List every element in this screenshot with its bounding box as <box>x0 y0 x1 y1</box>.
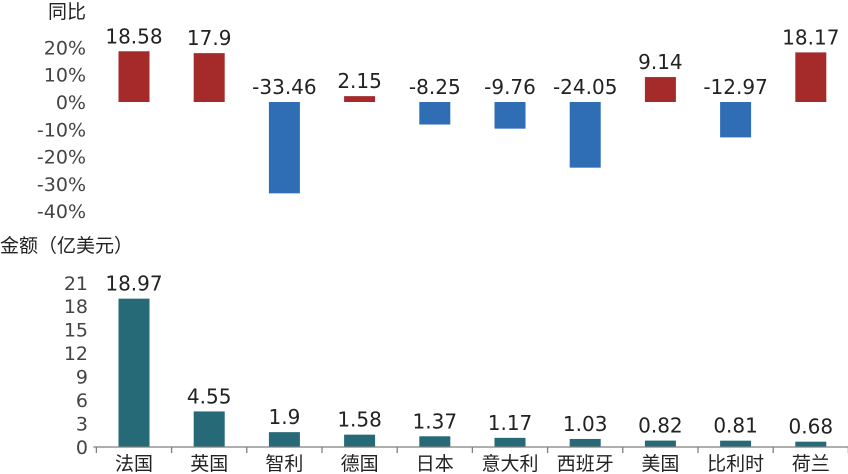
amount-bar <box>193 411 225 447</box>
yoy-bar <box>494 102 526 129</box>
category-label: 智利 <box>265 453 303 474</box>
yoy-data-label: -8.25 <box>409 75 461 99</box>
amount-y-tick-label: 15 <box>64 320 88 342</box>
category-label: 意大利 <box>481 453 538 474</box>
amount-data-label: 1.37 <box>413 409 458 433</box>
yoy-y-tick-label: -40% <box>37 201 86 223</box>
amount-data-label: 1.9 <box>268 405 300 429</box>
category-label: 日本 <box>416 453 454 474</box>
yoy-data-label: 18.17 <box>782 25 839 49</box>
yoy-bar <box>118 51 150 102</box>
yoy-y-ticks: 20% 10% 0% -10% -20% -30% -40% <box>37 37 86 223</box>
yoy-chart: 同比 20% 10% 0% -10% -20% -30% -40% 18.58 17.9 -33… <box>37 1 840 223</box>
category-label: 法国 <box>115 453 153 474</box>
yoy-data-label: 18.58 <box>105 24 162 48</box>
yoy-bar <box>193 53 225 102</box>
category-label: 美国 <box>641 453 679 474</box>
yoy-y-tick-label: 20% <box>44 37 86 59</box>
amount-data-label: 4.55 <box>187 384 232 408</box>
amount-category-labels: 法国 英国 智利 德国 日本 意大利 西班牙 美国 比利时 荷兰 <box>115 453 830 474</box>
yoy-bar <box>569 102 601 168</box>
yoy-y-tick-label: 0% <box>56 92 86 114</box>
amount-axis-label: 金额（亿美元） <box>0 235 133 257</box>
yoy-bar <box>644 77 676 102</box>
yoy-y-tick-label: 10% <box>44 65 86 87</box>
amount-y-tick-label: 9 <box>76 367 88 389</box>
amount-y-tick-label: 21 <box>64 273 88 295</box>
amount-bar <box>569 438 601 447</box>
yoy-bar <box>419 102 451 125</box>
yoy-y-tick-label: -10% <box>37 119 86 141</box>
amount-x-axis <box>93 446 848 453</box>
yoy-y-tick-label: -20% <box>37 147 86 169</box>
yoy-bar <box>268 102 300 194</box>
amount-data-label: 1.58 <box>337 408 382 432</box>
yoy-data-label: 2.15 <box>337 69 382 93</box>
amount-data-label: 0.81 <box>713 414 758 438</box>
amount-bar <box>118 298 150 447</box>
amount-bars <box>118 298 827 447</box>
yoy-data-label: -33.46 <box>252 75 316 99</box>
amount-bar <box>419 436 451 447</box>
amount-data-label: 1.03 <box>563 412 608 436</box>
yoy-data-label: 17.9 <box>187 26 232 50</box>
amount-y-tick-label: 12 <box>64 343 88 365</box>
yoy-data-label: 9.14 <box>638 50 683 74</box>
amount-bar <box>720 440 752 447</box>
yoy-data-label: -9.76 <box>484 75 536 99</box>
amount-y-tick-label: 18 <box>64 296 88 318</box>
yoy-bars <box>118 51 827 194</box>
category-label: 荷兰 <box>792 453 830 474</box>
yoy-y-tick-label: -30% <box>37 174 86 196</box>
amount-data-label: 0.68 <box>789 415 834 439</box>
yoy-bar <box>344 96 376 102</box>
amount-bar <box>494 437 526 447</box>
yoy-bar <box>795 52 827 102</box>
yoy-axis-label: 同比 <box>48 1 86 23</box>
category-label: 英国 <box>190 453 228 474</box>
amount-data-label: 18.97 <box>105 272 162 296</box>
amount-y-tick-label: 0 <box>76 437 88 459</box>
amount-bar <box>644 440 676 447</box>
amount-y-tick-label: 6 <box>76 390 88 412</box>
amount-data-labels: 18.97 4.55 1.9 1.58 1.37 1.17 1.03 0.82 0.81 0.68 <box>105 272 833 439</box>
yoy-bar <box>720 102 752 138</box>
amount-data-label: 0.82 <box>638 414 683 438</box>
yoy-data-label: -24.05 <box>553 75 617 99</box>
yoy-data-label: -12.97 <box>703 75 767 99</box>
amount-bar <box>344 434 376 447</box>
category-label: 德国 <box>341 453 379 474</box>
amount-y-tick-label: 3 <box>76 414 88 436</box>
category-label: 比利时 <box>707 453 764 474</box>
amount-bar <box>268 432 300 447</box>
category-label: 西班牙 <box>557 453 614 474</box>
amount-data-label: 1.17 <box>488 411 533 435</box>
amount-bar <box>795 441 827 447</box>
yoy-data-labels: 18.58 17.9 -33.46 2.15 -8.25 -9.76 -24.05 9.14-… <box>105 24 839 99</box>
